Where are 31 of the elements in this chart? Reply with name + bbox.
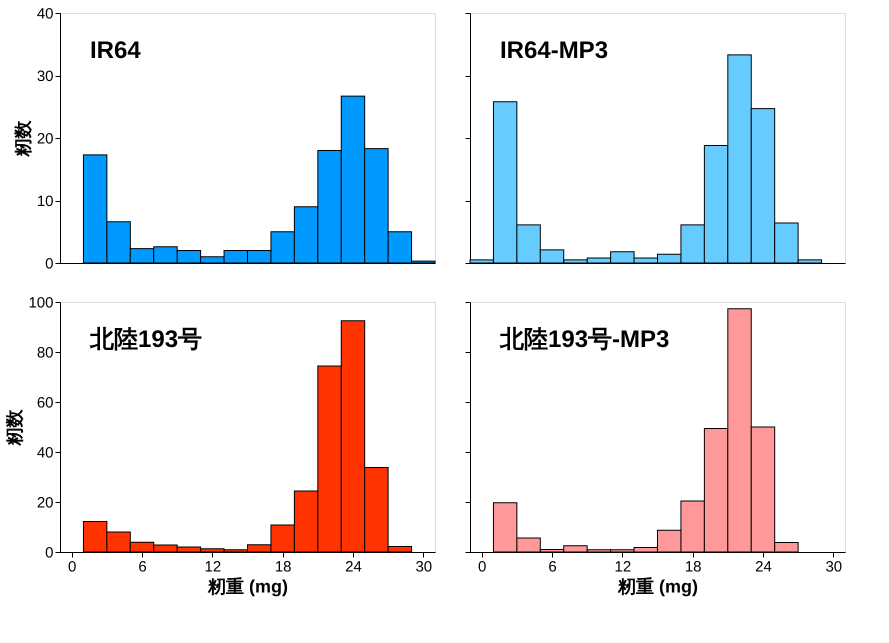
x-tick-label: 12 [614,558,632,576]
x-tick-label: 18 [274,558,292,576]
x-tick-label: 12 [204,558,222,576]
text: IR64 [90,37,142,64]
y-tick-label: 40 [36,6,54,22]
x-tick-label: 24 [755,558,772,576]
x-axis-title: 籾重 (mg) [617,576,698,596]
y-tick-label: 30 [36,68,54,85]
text: 北陸193号 [89,326,202,353]
y-tick-label: 20 [36,130,54,148]
x-tick-label: 0 [478,558,486,576]
y-tick-label: 80 [36,344,54,362]
x-tick-label: 6 [138,558,147,576]
text: 北陸193号-MP3 [499,326,670,353]
y-tick-label: 20 [36,494,54,512]
y-tick-label: 100 [28,294,54,312]
y-tick-label: 10 [36,193,54,210]
y-tick-label: 0 [45,256,54,272]
x-tick-label: 18 [684,558,702,576]
x-tick-label: 30 [825,558,842,576]
text: IR64-MP3 [500,37,608,64]
y-tick-label: 60 [36,394,54,412]
x-tick-label: 30 [415,558,432,576]
y-tick-label: 0 [45,544,54,562]
y-axis-title: 籾数 [4,408,24,446]
x-axis-title: 籾重 (mg) [207,576,288,596]
x-tick-label: 24 [345,558,362,576]
x-tick-label: 6 [548,558,557,576]
y-axis-title: 籾数 [12,120,33,158]
x-tick-label: 0 [68,558,76,576]
y-tick-label: 40 [36,444,54,462]
